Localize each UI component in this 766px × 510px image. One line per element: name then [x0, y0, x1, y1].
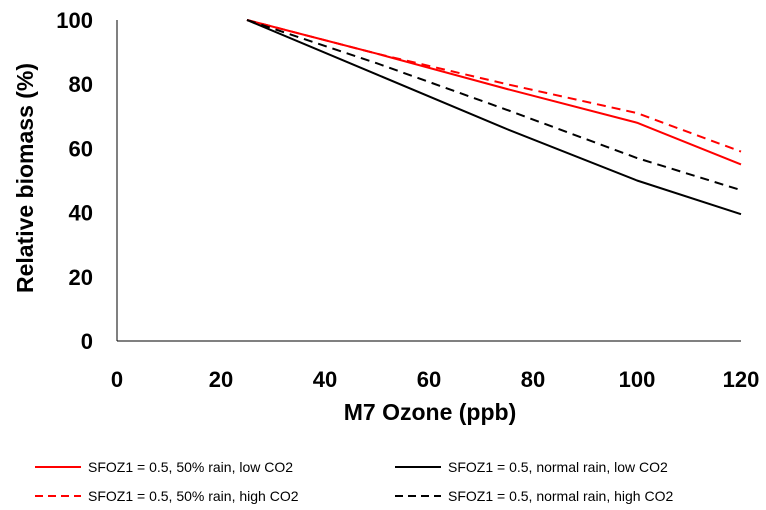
x-tick-label: 120 [723, 367, 760, 392]
y-tick-label: 100 [56, 8, 93, 33]
y-tick-label: 0 [81, 329, 93, 354]
x-tick-label: 0 [111, 367, 123, 392]
y-tick-label: 20 [69, 265, 93, 290]
x-tick-label: 40 [313, 367, 337, 392]
x-axis-title: M7 Ozone (ppb) [344, 399, 516, 425]
series-line-2 [246, 19, 742, 216]
legend-label-4: SFOZ1 = 0.5, normal rain, high CO2 [448, 488, 673, 504]
series-line-1 [246, 19, 742, 166]
x-tick-label: 20 [209, 367, 233, 392]
x-tick-label: 60 [417, 367, 441, 392]
legend-label-3: SFOZ1 = 0.5, 50% rain, high CO2 [88, 488, 299, 504]
legend-label-1: SFOZ1 = 0.5, 50% rain, low CO2 [88, 459, 293, 475]
x-tick-label: 80 [521, 367, 545, 392]
series-line-3 [246, 19, 742, 153]
y-axis-title: Relative biomass (%) [12, 63, 38, 293]
axes [116, 20, 741, 342]
y-tick-label: 60 [69, 136, 93, 161]
y-tick-label: 80 [69, 72, 93, 97]
series-line-4 [246, 19, 742, 192]
series-lines [246, 19, 742, 216]
y-tick-label: 40 [69, 201, 93, 226]
legend-label-2: SFOZ1 = 0.5, normal rain, low CO2 [448, 459, 668, 475]
legend: SFOZ1 = 0.5, 50% rain, low CO2 SFOZ1 = 0.… [35, 459, 673, 504]
tick-labels: 0 20 40 60 80 100 0 20 40 60 80 100 120 [56, 8, 759, 392]
x-tick-label: 100 [619, 367, 656, 392]
